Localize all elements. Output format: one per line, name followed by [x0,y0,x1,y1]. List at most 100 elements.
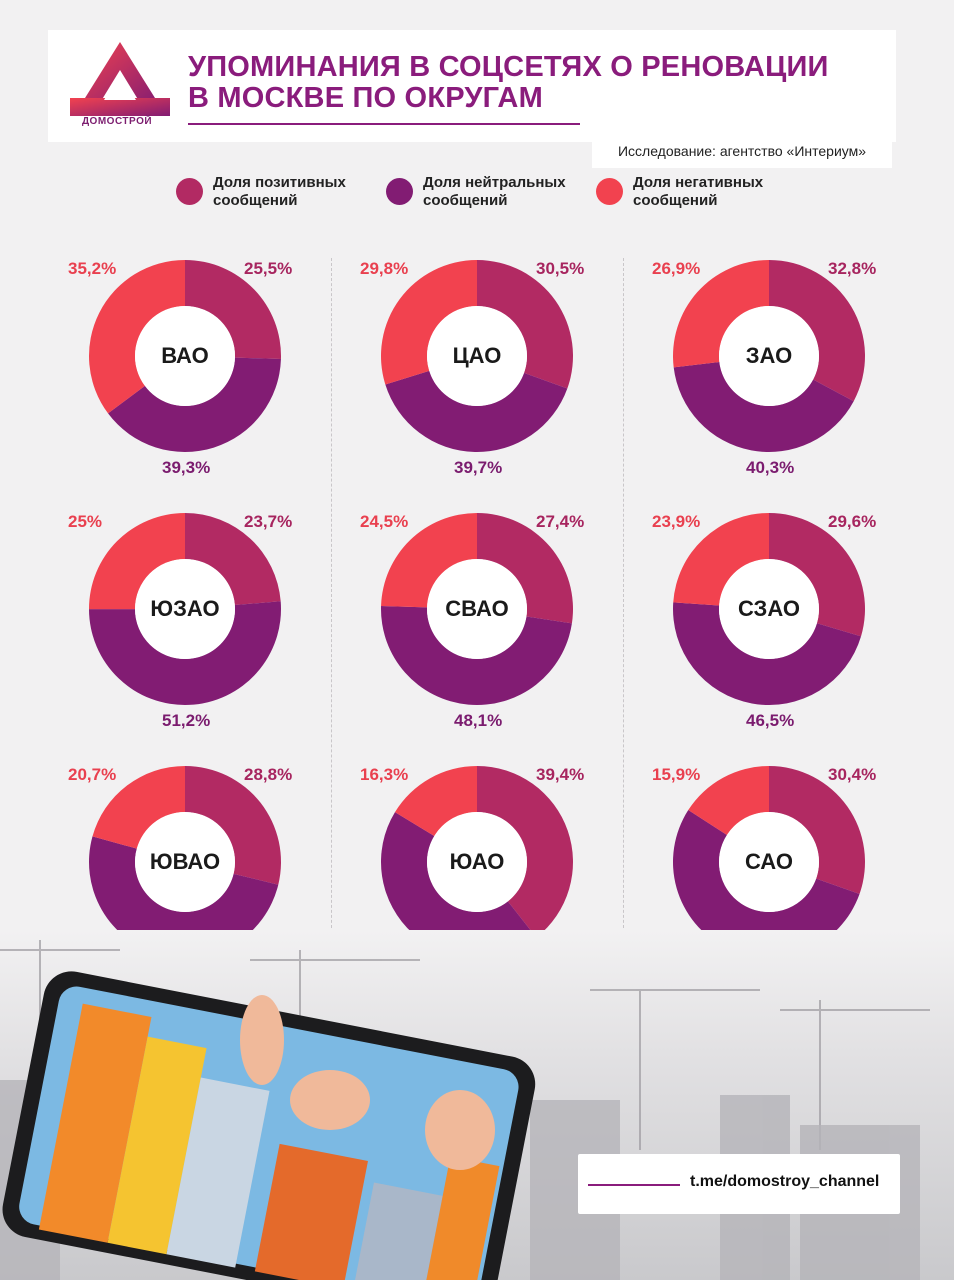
legend-item-neutral: Доля нейтральных сообщений [386,174,566,210]
donut-center [427,306,527,406]
donut-center [427,812,527,912]
district-label: ЗАО [745,343,793,368]
data-label-negative: 25% [68,512,103,531]
domostroy-logo-icon [70,42,170,116]
legend-label-neutral: Доля нейтральных сообщений [423,174,566,209]
data-label-neutral: 39,3% [162,458,211,477]
donut-slice-neutral [673,361,854,452]
donut-slice-neutral [89,601,281,706]
data-label-neutral: 40,3% [746,458,795,477]
donut-slice-positive [185,260,281,360]
donut-center [427,559,527,659]
donut-slice-negative [88,260,185,414]
data-label-negative: 26,9% [652,259,701,278]
donut-slice-positive [185,513,281,605]
data-label-negative: 29,8% [360,259,409,278]
title-underline [188,123,580,125]
donut-slice-neutral [108,357,281,452]
legend: Доля позитивных сообщений Доля нейтральны… [176,174,816,214]
donut-slice-negative [673,513,769,606]
bottom-illustration [0,930,954,1280]
link-underline [588,1184,680,1186]
grid-divider [623,258,624,948]
data-label-negative: 23,9% [652,512,701,531]
donut-slice-positive [477,513,573,624]
district-label: ЦАО [452,343,502,368]
title-line-1: УПОМИНАНИЯ В СОЦСЕТЯХ О РЕНОВАЦИИ [188,51,829,83]
donut-chart: ЦАО 29,8% 30,5% 39,7% [332,250,622,490]
page-title: УПОМИНАНИЯ В СОЦСЕТЯХ О РЕНОВАЦИИ В МОСК… [188,52,868,114]
donut-slice-positive [769,260,865,402]
donut-slice-neutral [673,810,860,958]
data-label-neutral: 51,2% [162,711,211,730]
data-label-positive: 28,8% [244,765,293,784]
district-label: САО [744,849,794,874]
header-panel: ДОМОСТРОЙ УПОМИНАНИЯ В СОЦСЕТЯХ О РЕНОВА… [48,30,896,168]
donut-slice-positive [769,513,865,637]
district-label: ЮАО [449,849,505,874]
donut-slice-neutral [673,602,862,706]
data-label-negative: 16,3% [360,765,409,784]
channel-link[interactable]: t.me/domostroy_channel [690,1173,880,1190]
data-label-positive: 27,4% [536,512,585,531]
data-label-positive: 32,8% [828,259,877,278]
legend-swatch-positive [176,178,203,205]
donut-chart: ЗАО 26,9% 32,8% 40,3% [624,250,914,490]
district-label: ЮВАО [149,849,221,874]
data-label-positive: 23,7% [244,512,293,531]
donut-slice-positive [477,766,573,938]
donut-chart: СВАО 24,5% 27,4% 48,1% [332,503,622,743]
donut-slice-negative [688,766,769,835]
channel-link-box[interactable]: t.me/domostroy_channel [578,1154,900,1214]
donut-center [135,812,235,912]
donut-center [719,306,819,406]
data-label-negative: 20,7% [68,765,117,784]
donut-chart: ЮЗАО 25% 23,7% 51,2% [40,503,330,743]
data-label-positive: 30,5% [536,259,585,278]
donut-slice-negative [394,766,477,837]
donut-slice-positive [769,766,865,894]
district-label: ВАО [161,343,209,368]
data-label-negative: 35,2% [68,259,117,278]
logo-text: ДОМОСТРОЙ [81,116,153,127]
donut-slice-negative [89,513,185,610]
donut-center [135,559,235,659]
legend-item-negative: Доля негативных сообщений [596,174,763,210]
data-label-positive: 25,5% [244,259,293,278]
donut-slice-negative [673,260,769,368]
donut-slice-neutral [385,370,568,452]
donut-charts-grid: ВАО 35,2% 25,5% 39,3% ЦАО 29,8% 30,5% 39,7% ЗАО 2… [40,250,914,996]
city-skyline-image [0,930,954,1280]
donut-center [719,812,819,912]
donut-slice-negative [92,766,185,849]
grid-divider [331,258,332,948]
legend-swatch-negative [596,178,623,205]
donut-slice-positive [185,766,281,885]
district-label: ЮЗАО [150,596,220,621]
donut-slice-negative [381,260,477,385]
district-label: СВАО [445,596,509,621]
donut-chart: ВАО 35,2% 25,5% 39,3% [40,250,330,490]
donut-chart: СЗАО 23,9% 29,6% 46,5% [624,503,914,743]
district-label: СЗАО [737,596,801,621]
donut-slice-neutral [381,605,572,705]
data-label-positive: 30,4% [828,765,877,784]
data-label-neutral: 39,7% [454,458,503,477]
data-label-positive: 39,4% [536,765,585,784]
data-label-negative: 24,5% [360,512,409,531]
donut-slice-negative [381,513,477,608]
donut-center [135,306,235,406]
donut-center [719,559,819,659]
data-label-positive: 29,6% [828,512,877,531]
donut-slice-neutral [89,836,279,958]
title-line-2: В МОСКВЕ ПО ОКРУГАМ [188,82,543,114]
data-label-negative: 15,9% [652,765,701,784]
donut-slice-neutral [381,812,537,958]
source-note: Исследование: агентство «Интериум» [592,134,892,168]
donut-slice-positive [477,260,573,389]
data-label-neutral: 48,1% [454,711,503,730]
legend-label-negative: Доля негативных сообщений [633,174,764,209]
